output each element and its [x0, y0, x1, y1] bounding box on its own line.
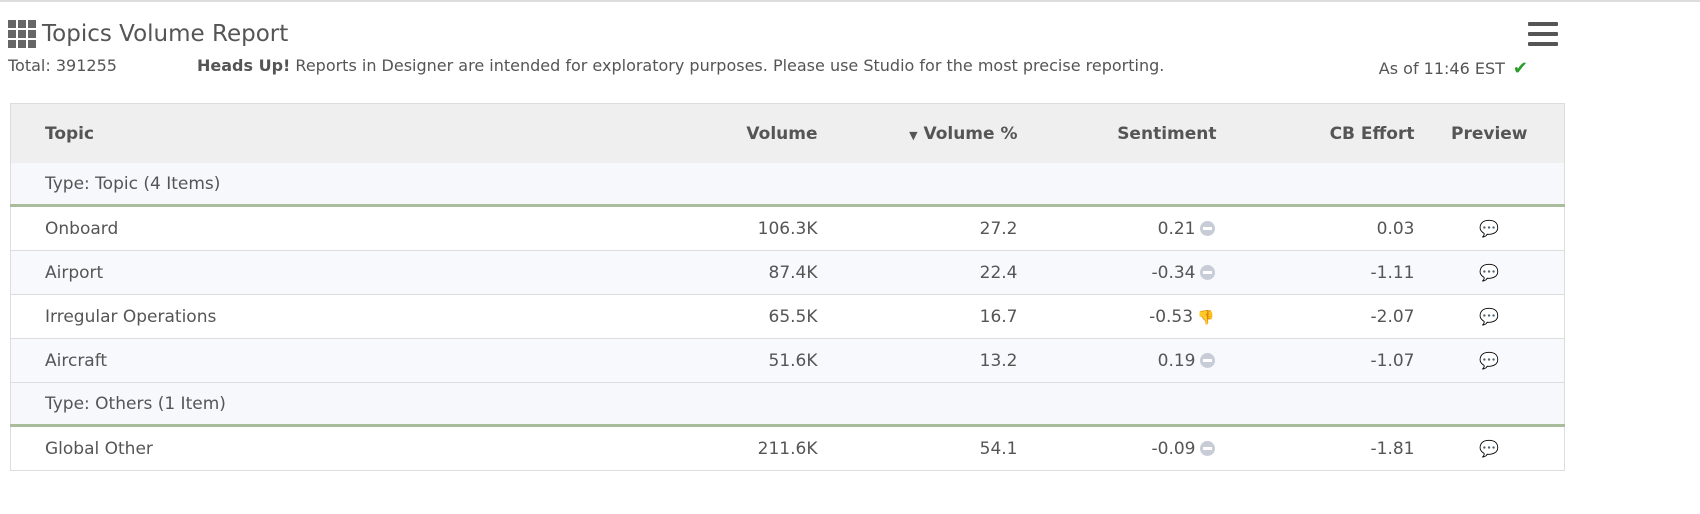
sort-desc-icon: ▼	[909, 128, 918, 142]
table-header: Topic Volume ▼ Volume % Sentiment CB Eff…	[10, 103, 1565, 163]
topic-cell: Irregular Operations	[10, 294, 411, 339]
title-text: Topics Volume Report	[42, 21, 289, 47]
heads-up-text: Reports in Designer are intended for exp…	[290, 56, 1165, 75]
as-of-text: As of 11:46 EST	[1378, 59, 1505, 78]
preview-cell: 💬	[1414, 294, 1565, 339]
topic-cell: Global Other	[10, 425, 411, 471]
sentiment-cell: -0.09	[1017, 425, 1217, 471]
table-row[interactable]: Global Other 211.6K 54.1 -0.09 -1.81 💬	[10, 425, 1565, 471]
report-table: Topic Volume ▼ Volume % Sentiment CB Eff…	[10, 103, 1565, 471]
volume-pct-cell: 16.7	[817, 294, 1018, 339]
comments-icon[interactable]: 💬	[1479, 218, 1500, 238]
neutral-sentiment-icon	[1199, 440, 1215, 456]
heads-up-notice: Heads Up! Reports in Designer are intend…	[197, 56, 1164, 75]
sentiment-cell: -0.34	[1017, 250, 1217, 295]
hamburger-menu-icon[interactable]	[1528, 22, 1558, 52]
sentiment-value: -0.09	[1151, 438, 1196, 459]
thumbs-down-icon: 👎	[1197, 309, 1215, 326]
volume-pct-cell: 27.2	[817, 205, 1018, 251]
sentiment-cell: 0.19	[1017, 338, 1217, 383]
sentiment-value: 0.19	[1157, 350, 1196, 371]
total-count: Total: 391255	[8, 56, 117, 75]
cb-effort-cell: -1.11	[1216, 250, 1415, 295]
comments-icon[interactable]: 💬	[1479, 438, 1500, 458]
neutral-sentiment-icon	[1199, 264, 1215, 280]
table-row[interactable]: Aircraft 51.6K 13.2 0.19 -1.07 💬	[10, 338, 1565, 383]
volume-cell: 211.6K	[410, 425, 818, 471]
volume-cell: 65.5K	[410, 294, 818, 339]
sentiment-value: 0.21	[1157, 218, 1196, 239]
neutral-sentiment-icon	[1199, 352, 1215, 368]
preview-cell: 💬	[1414, 425, 1565, 471]
group-row[interactable]: Type: Others (1 Item)	[10, 382, 1565, 427]
cb-effort-cell: -2.07	[1216, 294, 1415, 339]
sentiment-value: -0.53	[1149, 306, 1194, 327]
comments-icon[interactable]: 💬	[1479, 350, 1500, 370]
volume-pct-cell: 13.2	[817, 338, 1018, 383]
report-title: Topics Volume Report	[8, 20, 288, 48]
group-row[interactable]: Type: Topic (4 Items)	[10, 163, 1565, 207]
as-of-status: As of 11:46 EST ✔	[1379, 58, 1528, 79]
col-volume[interactable]: Volume	[410, 103, 818, 163]
grid-icon	[8, 20, 36, 48]
cb-effort-cell: 0.03	[1216, 205, 1415, 251]
group-label: Type: Others (1 Item)	[10, 382, 1565, 427]
col-preview: Preview	[1414, 103, 1565, 163]
topic-cell: Aircraft	[10, 338, 411, 383]
volume-pct-cell: 22.4	[817, 250, 1018, 295]
comments-icon[interactable]: 💬	[1479, 262, 1500, 282]
sentiment-cell: 0.21	[1017, 205, 1217, 251]
neutral-sentiment-icon	[1199, 220, 1215, 236]
col-sentiment[interactable]: Sentiment	[1017, 103, 1217, 163]
sentiment-value: -0.34	[1151, 262, 1196, 283]
preview-cell: 💬	[1414, 205, 1565, 251]
volume-pct-cell: 54.1	[817, 425, 1018, 471]
check-icon: ✔	[1512, 58, 1528, 79]
table-row[interactable]: Airport 87.4K 22.4 -0.34 -1.11 💬	[10, 250, 1565, 295]
volume-cell: 51.6K	[410, 338, 818, 383]
topic-cell: Airport	[10, 250, 411, 295]
volume-cell: 106.3K	[410, 205, 818, 251]
volume-cell: 87.4K	[410, 250, 818, 295]
top-divider	[0, 0, 1700, 2]
comments-icon[interactable]: 💬	[1479, 306, 1500, 326]
preview-cell: 💬	[1414, 338, 1565, 383]
group-label: Type: Topic (4 Items)	[10, 163, 1565, 207]
cb-effort-cell: -1.81	[1216, 425, 1415, 471]
col-volume-pct[interactable]: ▼ Volume %	[817, 103, 1018, 163]
table-row[interactable]: Onboard 106.3K 27.2 0.21 0.03 💬	[10, 205, 1565, 251]
cb-effort-cell: -1.07	[1216, 338, 1415, 383]
sentiment-cell: -0.53 👎	[1017, 294, 1217, 339]
table-row[interactable]: Irregular Operations 65.5K 16.7 -0.53 👎 -…	[10, 294, 1565, 339]
col-cb-effort[interactable]: CB Effort	[1216, 103, 1415, 163]
preview-cell: 💬	[1414, 250, 1565, 295]
heads-up-label: Heads Up!	[197, 56, 291, 75]
col-volume-pct-label: Volume %	[923, 123, 1018, 144]
col-topic[interactable]: Topic	[10, 103, 411, 163]
topic-cell: Onboard	[10, 205, 411, 251]
